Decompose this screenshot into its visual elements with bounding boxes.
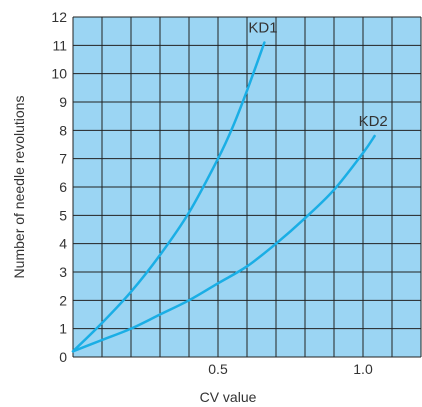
series-label-kd1: KD1 — [248, 20, 277, 37]
series-label-kd2: KD2 — [359, 113, 388, 130]
y-tick-label: 1 — [59, 321, 67, 337]
y-tick-label: 7 — [59, 151, 67, 167]
y-tick-label: 8 — [59, 122, 67, 138]
y-tick-label: 12 — [51, 9, 67, 25]
y-tick-label: 0 — [59, 349, 67, 365]
x-tick-label: 0.5 — [208, 361, 228, 377]
y-tick-label: 10 — [51, 66, 67, 82]
y-axis-title: Number of needle revolutions — [11, 96, 27, 279]
y-tick-label: 2 — [59, 292, 67, 308]
y-tick-label: 11 — [52, 37, 67, 53]
y-tick-label: 6 — [59, 179, 67, 195]
y-tick-label: 3 — [59, 264, 67, 280]
x-tick-label: 1.0 — [353, 361, 373, 377]
x-axis-title: CV value — [200, 389, 257, 405]
y-tick-label: 5 — [59, 207, 67, 223]
y-tick-label: 9 — [59, 94, 67, 110]
x-tick-labels: 0.5 1.0 — [208, 361, 373, 377]
y-tick-label: 4 — [59, 236, 67, 252]
